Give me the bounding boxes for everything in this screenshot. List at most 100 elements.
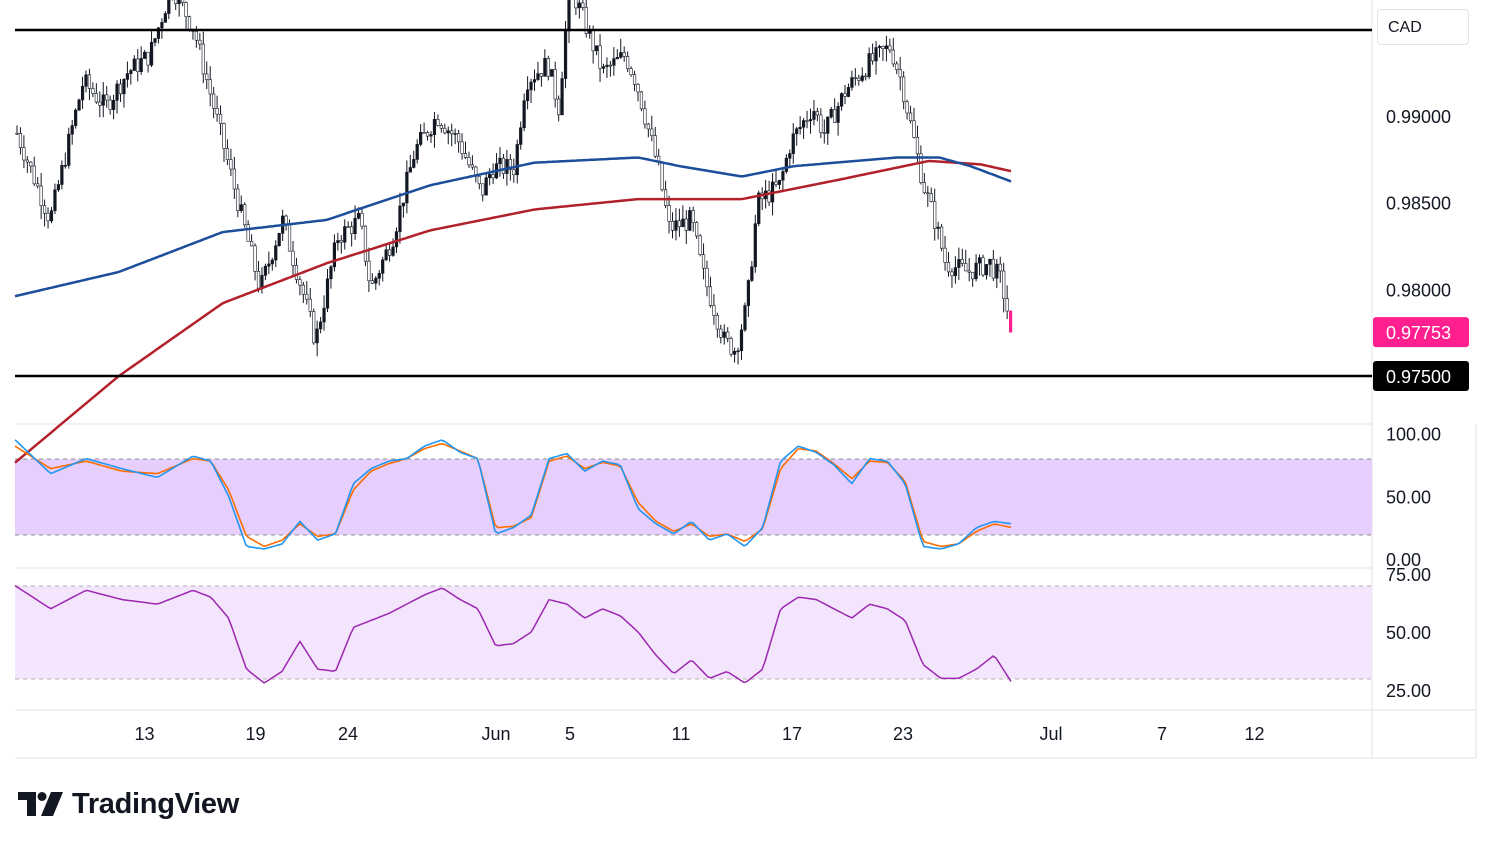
candle bbox=[336, 240, 340, 244]
candle bbox=[646, 123, 650, 130]
price-tick-label: 0.99000 bbox=[1386, 107, 1451, 127]
candle bbox=[774, 181, 778, 185]
price-axis[interactable]: 0.99000 0.98500 0.98000 bbox=[1386, 107, 1451, 300]
candle bbox=[198, 39, 202, 45]
candle bbox=[346, 226, 350, 228]
candle bbox=[560, 78, 564, 116]
candle bbox=[895, 63, 899, 70]
candle bbox=[905, 101, 909, 114]
candle bbox=[750, 266, 754, 281]
candle bbox=[181, 0, 185, 3]
candle bbox=[312, 311, 316, 344]
candle bbox=[115, 83, 119, 101]
candle bbox=[329, 266, 333, 280]
rsi-axis: 75.00 50.00 25.00 bbox=[1386, 565, 1431, 701]
candle bbox=[629, 68, 633, 76]
candle bbox=[881, 46, 885, 49]
candle bbox=[436, 119, 440, 126]
candle bbox=[608, 64, 612, 67]
candle bbox=[922, 182, 926, 194]
candle bbox=[201, 43, 205, 75]
candle bbox=[256, 271, 261, 289]
candle bbox=[25, 159, 29, 163]
candle bbox=[387, 249, 392, 256]
candle bbox=[574, 0, 578, 9]
candle bbox=[401, 202, 406, 207]
candle bbox=[819, 114, 823, 133]
candle bbox=[984, 264, 989, 276]
candle bbox=[643, 108, 647, 125]
candle bbox=[626, 56, 630, 69]
candle bbox=[167, 0, 171, 14]
candle bbox=[77, 99, 81, 111]
candle bbox=[850, 77, 854, 88]
candle bbox=[22, 147, 26, 161]
candle bbox=[971, 271, 975, 280]
candle bbox=[688, 210, 692, 231]
candle bbox=[681, 218, 685, 228]
candle bbox=[988, 258, 992, 265]
date-tick-label: 19 bbox=[245, 724, 265, 744]
date-tick-label: 17 bbox=[782, 724, 802, 744]
stochastic-tick-label: 100.00 bbox=[1386, 425, 1441, 445]
candle bbox=[291, 250, 295, 266]
candle bbox=[315, 328, 319, 344]
symbol-label[interactable]: CAD bbox=[1377, 9, 1469, 45]
candle bbox=[808, 119, 813, 122]
candle bbox=[743, 305, 747, 331]
candle bbox=[187, 16, 192, 30]
candle bbox=[719, 328, 723, 338]
candle bbox=[318, 321, 323, 330]
candle bbox=[218, 113, 223, 124]
candle bbox=[753, 223, 757, 268]
date-tick-label: Jun bbox=[481, 724, 510, 744]
brand-name: TradingView bbox=[72, 787, 239, 820]
candle bbox=[557, 98, 561, 116]
candle bbox=[394, 231, 399, 248]
candle bbox=[839, 93, 844, 107]
candle bbox=[443, 127, 447, 134]
candle bbox=[243, 204, 247, 226]
candle bbox=[253, 245, 257, 272]
candle bbox=[370, 280, 374, 284]
candle bbox=[260, 275, 264, 289]
candle bbox=[439, 125, 443, 129]
candle bbox=[377, 273, 381, 279]
candle bbox=[136, 58, 140, 72]
time-axis[interactable]: 13 19 24 Jun 5 11 17 23 Jul 7 12 bbox=[134, 724, 1264, 744]
candle bbox=[194, 31, 199, 41]
candle bbox=[422, 132, 426, 134]
candle bbox=[967, 270, 971, 273]
candle bbox=[177, 0, 181, 4]
stochastic-k-line bbox=[14, 439, 1012, 550]
candle bbox=[584, 7, 588, 34]
candle bbox=[508, 159, 512, 170]
candle bbox=[339, 240, 343, 243]
rsi-tick-label: 50.00 bbox=[1386, 623, 1431, 643]
candle bbox=[84, 74, 88, 87]
candle bbox=[857, 77, 861, 81]
candle bbox=[543, 58, 547, 77]
candle bbox=[398, 205, 402, 232]
candle bbox=[939, 226, 944, 249]
candle bbox=[308, 298, 312, 312]
candle bbox=[274, 245, 278, 261]
candle bbox=[946, 262, 951, 273]
candle bbox=[843, 93, 847, 97]
candle bbox=[674, 220, 678, 231]
candle bbox=[653, 135, 657, 157]
candle bbox=[467, 157, 471, 166]
candle bbox=[919, 153, 923, 183]
candle bbox=[87, 74, 92, 89]
candle bbox=[977, 257, 982, 264]
candle bbox=[412, 159, 416, 168]
candle bbox=[805, 120, 809, 122]
candle bbox=[891, 49, 895, 65]
candle bbox=[701, 254, 706, 269]
candle bbox=[332, 242, 337, 268]
candle bbox=[957, 259, 961, 268]
candle bbox=[660, 161, 664, 191]
candle bbox=[488, 174, 492, 179]
candle bbox=[715, 315, 719, 330]
